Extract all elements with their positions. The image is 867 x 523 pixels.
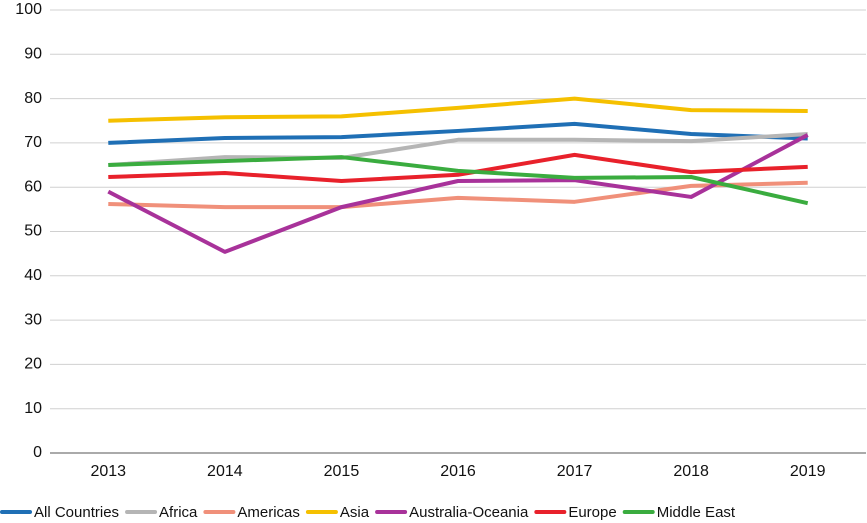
series-line [108, 180, 808, 210]
y-tick-label: 80 [24, 90, 42, 107]
x-tick-label: 2016 [440, 463, 476, 480]
y-tick-label: 60 [24, 178, 42, 195]
x-tick-label: 2019 [790, 463, 826, 480]
y-tick-label: 100 [15, 1, 42, 18]
legend-label: Americas [237, 504, 300, 521]
x-tick-label: 2013 [90, 463, 126, 480]
x-tick-label: 2014 [207, 463, 243, 480]
series-line [108, 155, 809, 206]
legend-label: Europe [568, 504, 616, 521]
x-tick-label: 2018 [673, 463, 709, 480]
y-tick-label: 30 [24, 311, 42, 328]
legend-label: Middle East [657, 504, 736, 521]
x-tick-label: 2017 [557, 463, 593, 480]
y-tick-label: 90 [24, 46, 42, 63]
series-line [107, 133, 809, 254]
legend-label: All Countries [34, 504, 119, 521]
legend-label: Asia [340, 504, 370, 521]
legend-label: Africa [159, 504, 198, 521]
y-tick-label: 20 [24, 356, 42, 373]
x-tick-label: 2015 [324, 463, 360, 480]
y-tick-label: 40 [24, 267, 42, 284]
y-tick-label: 10 [24, 400, 42, 417]
legend-label: Australia-Oceania [409, 504, 529, 521]
y-tick-label: 50 [24, 223, 42, 240]
y-tick-label: 0 [33, 444, 42, 461]
series-line [108, 96, 808, 123]
series-line [108, 132, 808, 168]
series-line [108, 152, 808, 183]
series-line [108, 121, 808, 145]
legend: All Countries Africa Americas Asia Australia… [0, 504, 736, 521]
y-tick-label: 70 [24, 134, 42, 151]
